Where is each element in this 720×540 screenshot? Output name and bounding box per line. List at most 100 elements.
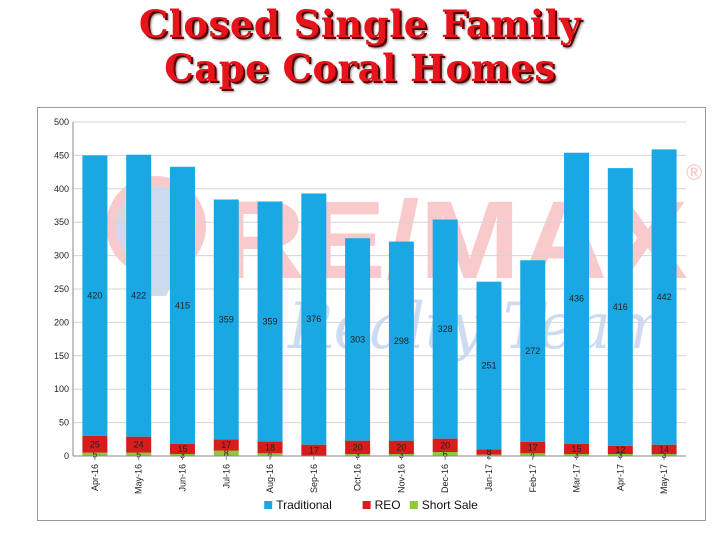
x-tick-label: Sep-16 [309, 464, 319, 493]
data-label-reo: 17 [221, 440, 231, 450]
data-label-reo: 25 [90, 439, 100, 449]
legend-label-reo: REO [375, 498, 401, 512]
data-label-short-sale: 5 [136, 449, 141, 459]
x-tick-label: Oct-16 [353, 464, 363, 491]
data-label-traditional: 422 [131, 291, 146, 301]
bar-short-sale [651, 453, 677, 456]
bar-reo [126, 436, 152, 453]
data-label-reo: 17 [528, 443, 538, 453]
y-tick-label: 200 [54, 317, 69, 327]
data-label-traditional: 359 [219, 314, 234, 324]
watermark-registered: ® [686, 160, 702, 185]
bar-traditional [651, 149, 677, 445]
bar-reo [82, 435, 108, 453]
bar-short-sale [564, 453, 590, 456]
x-tick-label: Mar-17 [572, 464, 582, 493]
y-tick-label: 450 [54, 150, 69, 160]
data-label-reo: 12 [615, 445, 625, 455]
data-label-short-sale: 3 [399, 450, 404, 460]
data-label-traditional: 415 [175, 300, 190, 310]
y-tick-label: 350 [54, 217, 69, 227]
data-label-traditional: 272 [525, 346, 540, 356]
legend-swatch-traditional [264, 501, 273, 509]
y-tick-label: 50 [59, 418, 69, 428]
y-tick-label: 300 [54, 251, 69, 261]
bar-traditional [126, 154, 152, 437]
bar-reo [651, 444, 677, 454]
data-label-short-sale: 3 [180, 450, 185, 460]
data-label-short-sale: 3 [355, 450, 360, 460]
bar-traditional [82, 155, 108, 436]
data-label-short-sale: 5 [92, 449, 97, 459]
x-tick-label: Feb-17 [528, 464, 538, 493]
bar-traditional [388, 241, 414, 441]
gridlines [73, 121, 686, 457]
bar-traditional [213, 199, 239, 440]
data-label-traditional: 420 [87, 291, 102, 301]
bar-reo [564, 443, 590, 454]
bar-reo [432, 438, 458, 452]
legend-label-short-sale: Short Sale [422, 498, 478, 512]
bar-short-sale [345, 453, 371, 456]
y-tick-label: 500 [54, 117, 69, 127]
data-label-short-sale: 3 [662, 450, 667, 460]
data-label-short-sale: 3 [574, 450, 579, 460]
data-label-reo: 15 [177, 444, 187, 454]
bar-short-sale [82, 452, 108, 456]
bar-traditional [257, 201, 283, 442]
chart-frame: RE/MAX ® Realty Team 0501001502002503003… [37, 107, 706, 521]
data-label-short-sale: 4 [268, 450, 273, 460]
bar-short-sale [607, 453, 633, 456]
y-tick-label: 0 [64, 451, 69, 461]
bar-reo [476, 449, 502, 455]
data-label-traditional: 328 [438, 324, 453, 334]
bars: 5254205244223154158173594183591737632030… [82, 149, 677, 460]
bar-reo [345, 440, 371, 454]
data-label-reo: 20 [396, 442, 406, 452]
data-label-short-sale: 3 [618, 450, 623, 460]
data-label-traditional: 416 [613, 302, 628, 312]
data-label-traditional: 442 [657, 292, 672, 302]
x-tick-label: Jan-17 [484, 464, 494, 492]
data-label-traditional: 303 [350, 334, 365, 344]
bar-reo [257, 441, 283, 454]
data-label-reo: 17 [309, 445, 319, 455]
x-axis: Apr-16 May-16 Jun-16 Jul-16 Aug-16 Sep-16 Oct-… [73, 455, 686, 494]
bar-short-sale [520, 453, 546, 456]
bar-short-sale [432, 451, 458, 456]
data-label-reo: 15 [572, 444, 582, 454]
x-tick-label: Aug-16 [265, 464, 275, 493]
legend-label-traditional: Traditional [276, 498, 332, 512]
bar-short-sale [169, 453, 195, 456]
bar-traditional [345, 238, 371, 441]
chart-title-line-1: Closed Single Family [138, 2, 582, 46]
stacked-bar-chart: RE/MAX ® Realty Team 0501001502002503003… [54, 117, 702, 512]
y-tick-label: 150 [54, 351, 69, 361]
legend-swatch-reo [362, 501, 371, 509]
bar-traditional [169, 166, 195, 444]
bar-reo [520, 441, 546, 454]
data-label-reo: 20 [353, 442, 363, 452]
data-label-traditional: 376 [306, 314, 321, 324]
bar-traditional [520, 260, 546, 442]
data-label-reo: 14 [659, 444, 669, 454]
data-label-short-sale: 8 [224, 448, 229, 458]
x-tick-label: Dec-16 [440, 464, 450, 493]
legend-swatch-short-sale [409, 501, 418, 509]
bar-short-sale [476, 454, 502, 456]
data-label-reo: 18 [265, 442, 275, 452]
x-tick-label: Apr-16 [90, 464, 100, 491]
y-tick-label: 100 [54, 384, 69, 394]
bar-reo [607, 445, 633, 454]
bar-reo [213, 439, 239, 451]
data-label-traditional: 298 [394, 336, 409, 346]
y-axis: 0 50 100 150 200 250 300 350 400 450 500 [54, 117, 74, 461]
x-tick-label: Jul-16 [221, 464, 231, 489]
bar-short-sale [213, 450, 239, 456]
bar-short-sale [388, 453, 414, 456]
x-tick-label: Nov-16 [396, 464, 406, 493]
data-label-short-sale: 6 [443, 449, 448, 459]
data-label-traditional: 251 [481, 360, 496, 370]
data-label-traditional: 436 [569, 293, 584, 303]
data-label-reo: 8 [486, 447, 491, 457]
